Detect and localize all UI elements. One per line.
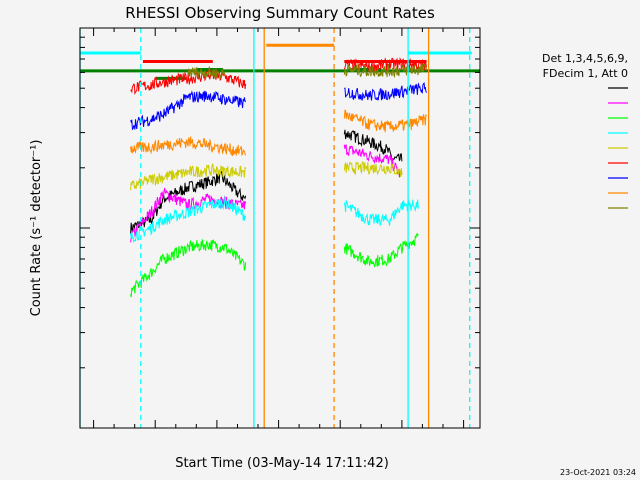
series-line-0-segment-0 <box>130 170 247 235</box>
series-line-3-segment-0 <box>130 196 247 244</box>
legend <box>608 87 628 209</box>
series-line-4-segment-1 <box>343 161 403 178</box>
series-line-7-segment-0 <box>130 136 247 157</box>
legend-header-line-1: Det 1,3,4,5,6,9, <box>542 52 628 65</box>
series-layer <box>130 56 428 298</box>
series-line-6-segment-1 <box>344 82 428 101</box>
series-line-4-segment-0 <box>130 163 247 191</box>
series-line-6-segment-0 <box>130 90 247 131</box>
y-axis-label: Count Rate (s⁻¹ detector⁻¹) <box>29 140 44 317</box>
series-line-7-segment-1 <box>343 109 428 133</box>
series-line-2-segment-0 <box>130 238 247 298</box>
axes-layer <box>80 27 480 429</box>
series-line-0-segment-1 <box>343 129 403 162</box>
footer-date: 23-Oct-2021 03:24 <box>560 468 636 477</box>
vertical-markers-layer <box>79 28 471 428</box>
series-line-1-segment-1 <box>343 144 403 178</box>
series-line-2-segment-1 <box>343 232 419 268</box>
x-axis-label: Start Time (03-May-14 17:11:42) <box>175 456 389 471</box>
series-line-8-segment-1 <box>343 63 428 79</box>
legend-header-line-2: FDecim 1, Att 0 <box>543 67 628 80</box>
series-line-8-segment-0 <box>187 66 226 80</box>
chart-title: RHESSI Observing Summary Count Rates <box>125 4 435 22</box>
series-line-3-segment-1 <box>343 199 419 226</box>
series-line-5-segment-1 <box>343 56 428 74</box>
